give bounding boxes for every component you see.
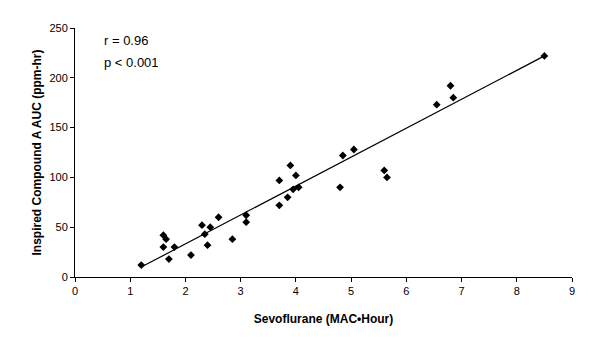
svg-text:0: 0 — [72, 285, 78, 297]
svg-text:7: 7 — [458, 285, 464, 297]
svg-text:100: 100 — [49, 171, 67, 183]
svg-text:p < 0.001: p < 0.001 — [104, 55, 159, 70]
svg-text:4: 4 — [293, 285, 299, 297]
svg-text:150: 150 — [49, 121, 67, 133]
svg-text:3: 3 — [238, 285, 244, 297]
svg-text:0: 0 — [62, 271, 68, 283]
svg-text:r = 0.96: r = 0.96 — [104, 33, 148, 48]
svg-text:50: 50 — [56, 221, 68, 233]
svg-text:250: 250 — [49, 22, 67, 34]
svg-text:1: 1 — [127, 285, 133, 297]
svg-text:2: 2 — [182, 285, 188, 297]
svg-text:5: 5 — [348, 285, 354, 297]
svg-text:Sevoflurane (MAC•Hour): Sevoflurane (MAC•Hour) — [254, 312, 394, 326]
svg-text:6: 6 — [403, 285, 409, 297]
svg-text:9: 9 — [569, 285, 575, 297]
svg-text:8: 8 — [514, 285, 520, 297]
svg-text:Inspired Compound A AUC (ppm-h: Inspired Compound A AUC (ppm-hr) — [30, 50, 44, 256]
svg-text:200: 200 — [49, 72, 67, 84]
